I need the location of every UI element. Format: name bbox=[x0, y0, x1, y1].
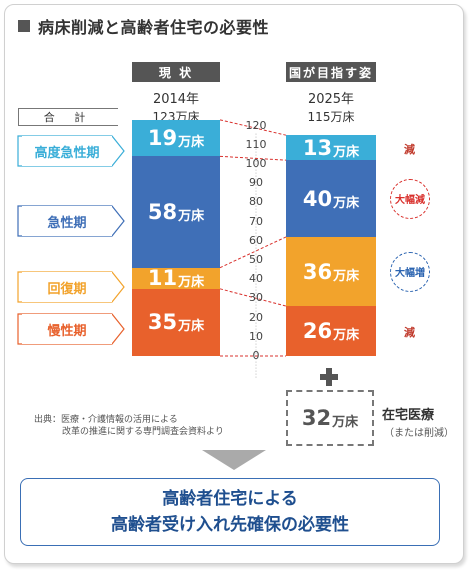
axis-tick-label: 110 bbox=[245, 137, 267, 151]
change-label: 減 bbox=[404, 326, 415, 340]
bar-unit-label: 万床 bbox=[178, 208, 205, 224]
bar-unit-label: 万床 bbox=[178, 319, 205, 335]
axis-tick-label: 30 bbox=[249, 291, 263, 305]
title-row: 病床削減と高齢者住宅の必要性 bbox=[18, 14, 269, 38]
segment-connector-line bbox=[219, 288, 287, 307]
axis-tick-label: 70 bbox=[249, 214, 263, 228]
home-care-label: 在宅医療 bbox=[382, 408, 435, 423]
bar-unit-label: 万床 bbox=[333, 268, 360, 284]
axis-tick-label: 80 bbox=[249, 195, 263, 209]
down-arrow-icon bbox=[202, 450, 266, 470]
bar-segment: 13 万床 bbox=[286, 135, 376, 161]
segment-connector-line bbox=[219, 236, 287, 269]
category-label-chronic: 慢性期 bbox=[22, 314, 112, 344]
current-year: 2014年 bbox=[152, 92, 200, 107]
title-bullet-icon bbox=[18, 20, 30, 32]
home-care-unit: 万床 bbox=[332, 415, 359, 430]
bar-segment: 11 万床 bbox=[132, 266, 220, 291]
home-care-sublabel: （または削減） bbox=[384, 428, 454, 439]
bar-value-label: 26 bbox=[302, 319, 333, 344]
future-year: 2025年 bbox=[307, 92, 355, 107]
bar-unit-label: 万床 bbox=[178, 135, 205, 151]
axis-tick-label: 40 bbox=[249, 272, 263, 286]
bar-segment: 58 万床 bbox=[132, 156, 220, 268]
bar-unit-label: 万床 bbox=[333, 195, 360, 211]
bar-value-label: 35 bbox=[147, 310, 178, 335]
bar-value-label: 36 bbox=[302, 259, 333, 284]
change-badge: 大幅減 bbox=[390, 178, 430, 219]
axis-tick-label: 90 bbox=[249, 176, 263, 190]
bar-value-label: 58 bbox=[147, 199, 178, 224]
axis-tick-label: 0 bbox=[252, 349, 260, 362]
category-label-acute: 急性期 bbox=[22, 206, 112, 236]
total-label: 合 計 bbox=[18, 108, 118, 126]
bar-value-label: 11 bbox=[147, 266, 178, 291]
bar-unit-label: 万床 bbox=[333, 144, 360, 160]
bar-value-label: 40 bbox=[302, 186, 333, 211]
segment-connector-line bbox=[219, 119, 287, 136]
plus-icon bbox=[320, 368, 338, 386]
bar-unit-label: 万床 bbox=[333, 328, 360, 344]
bar-segment: 19 万床 bbox=[132, 119, 220, 157]
home-care-value: 32 bbox=[301, 406, 332, 430]
axis-tick-label: 120 bbox=[245, 118, 267, 132]
conclusion-line-2: 高齢者受け入れ先確保の必要性 bbox=[111, 515, 349, 535]
change-label: 減 bbox=[404, 142, 415, 156]
page-title: 病床削減と高齢者住宅の必要性 bbox=[38, 18, 270, 37]
change-badge: 大幅増 bbox=[390, 251, 430, 292]
current-column-tag: 現 状 bbox=[132, 62, 220, 82]
axis-tick-label: 20 bbox=[249, 310, 263, 324]
bar-segment: 35 万床 bbox=[132, 288, 220, 356]
conclusion-line-1: 高齢者住宅による bbox=[162, 489, 298, 509]
future-column-tag: 国が目指す姿 bbox=[286, 62, 376, 82]
axis-tick-label: 60 bbox=[249, 233, 263, 247]
bar-value-label: 19 bbox=[147, 126, 178, 151]
axis-tick-label: 100 bbox=[245, 157, 267, 170]
segment-connector-line bbox=[219, 155, 287, 161]
home-care-box: 32 万床 bbox=[286, 390, 374, 446]
category-label-recovery: 回復期 bbox=[22, 272, 112, 302]
conclusion-box: 高齢者住宅による 高齢者受け入れ先確保の必要性 bbox=[20, 478, 440, 546]
future-total-beds: 115万床 bbox=[307, 110, 355, 124]
bar-segment: 36 万床 bbox=[286, 236, 376, 307]
axis-tick-label: 10 bbox=[249, 329, 263, 343]
axis-tick-label: 50 bbox=[249, 253, 263, 266]
bar-segment: 26 万床 bbox=[286, 306, 376, 356]
source-line-2: 改革の推進に関する専門調査会資料より bbox=[62, 427, 224, 437]
source-line-1: 出典：医療・介護情報の活用による bbox=[34, 415, 178, 425]
source-note: 出典：医療・介護情報の活用による 改革の推進に関する専門調査会資料より bbox=[34, 414, 224, 438]
bar-value-label: 13 bbox=[302, 135, 333, 160]
category-label-high-acute: 高度急性期 bbox=[22, 136, 112, 166]
bar-segment: 40 万床 bbox=[286, 160, 376, 237]
bar-unit-label: 万床 bbox=[178, 275, 205, 291]
